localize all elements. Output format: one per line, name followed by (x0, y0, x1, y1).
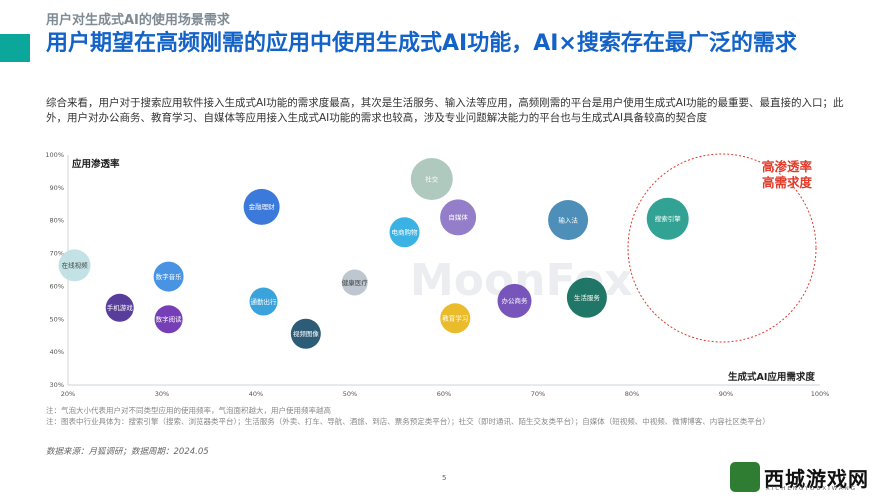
bubble (497, 283, 532, 318)
bubble (440, 303, 471, 334)
bubble (105, 293, 134, 322)
y-axis-title: 应用渗透率 (72, 158, 120, 170)
bubble (566, 277, 607, 318)
bubble (290, 318, 321, 349)
bubble-point: 数字阅读 (154, 305, 183, 334)
bubble-point: 输入法 (548, 200, 589, 241)
annotation-line2: 高需求度 (762, 175, 813, 190)
bubble (410, 157, 453, 200)
data-source: 数据来源：月狐调研；数据周期：2024.05 (46, 447, 209, 457)
y-tick-label: 40% (50, 348, 64, 356)
bubble-label: 电商购物 (392, 228, 419, 237)
bubble-label: 数字阅读 (156, 315, 183, 324)
bubble-label: 数字音乐 (156, 272, 183, 281)
x-tick-label: 20% (61, 390, 75, 398)
bubble-point: 社交 (410, 157, 453, 200)
bubble (58, 249, 91, 282)
bubble (243, 188, 280, 225)
y-axis-ticks: 30% 40% 50% 60% 70% 80% 90% 100% (45, 151, 64, 389)
bubble-label: 视频图像 (293, 329, 320, 338)
bubble-point: 搜索引擎 (646, 197, 689, 240)
bubble-label: 办公商务 (502, 296, 529, 305)
x-tick-label: 90% (719, 390, 733, 398)
bubble-point: 金融理财 (243, 188, 280, 225)
bubble-chart: MoonFox 高渗透率 高需求度 应用渗透率 生成式AI应用需求度 30%40… (45, 151, 830, 398)
y-tick-label: 80% (50, 217, 64, 225)
bubble (646, 197, 689, 240)
chart-notes: 注：气泡大小代表用户对不同类型应用的使用频率，气泡面积越大，用户使用频率越高 注… (46, 405, 846, 427)
bubble-label: 输入法 (558, 215, 578, 224)
bubble-point: 在线视频 (58, 249, 91, 282)
bubble (249, 287, 278, 316)
site-watermark-text: 西城游戏网 (764, 467, 869, 491)
bubble-label: 自媒体 (448, 213, 468, 222)
bubble-point: 电商购物 (389, 217, 420, 248)
page-number: 5 (442, 474, 447, 482)
x-tick-label: 50% (343, 390, 357, 398)
y-tick-label: 30% (50, 381, 64, 389)
bubble-label: 搜索引擎 (655, 214, 682, 223)
bubble-point: 教育学习 (440, 303, 471, 334)
bubble-label: 生活服务 (574, 293, 601, 302)
bubble-point: 手机游戏 (105, 293, 134, 322)
bubble-point: 健康医疗 (341, 269, 369, 296)
y-tick-label: 50% (50, 315, 64, 323)
accent-bar (0, 34, 30, 62)
bubble-point: 数字音乐 (153, 261, 184, 292)
y-tick-label: 100% (45, 151, 64, 159)
bubble-label: 在线视频 (62, 261, 89, 270)
y-tick-label: 90% (50, 184, 64, 192)
bubble (341, 269, 368, 296)
bubble (154, 305, 183, 334)
high-demand-region (627, 153, 817, 343)
x-tick-label: 70% (531, 390, 545, 398)
bubble-label: 通勤出行 (251, 297, 278, 306)
x-axis-title: 生成式AI应用需求度 (728, 371, 815, 383)
y-tick-label: 70% (50, 250, 64, 258)
x-tick-label: 100% (811, 390, 830, 398)
note-line-1: 注：气泡大小代表用户对不同类型应用的使用频率，气泡面积越大，用户使用频率越高 (46, 406, 331, 415)
bubble-point: 生活服务 (566, 277, 607, 318)
bubble-label: 手机游戏 (107, 303, 134, 312)
bubble-point: 自媒体 (440, 199, 477, 236)
bubble-label: 健康医疗 (342, 278, 369, 287)
bubble-point: 办公商务 (497, 283, 532, 318)
site-watermark: 西城游戏网 XICHENGYOUXIWANG (730, 462, 880, 494)
y-tick-label: 60% (50, 282, 64, 290)
summary-text: 综合来看，用户对于搜索应用软件接入生成式AI功能的需求度最高，其次是生活服务、输… (46, 97, 844, 124)
bubble-label: 社交 (425, 174, 439, 183)
section-label: 用户对生成式AI的使用场景需求 (46, 13, 230, 28)
x-tick-label: 80% (625, 390, 639, 398)
page-title: 用户期望在高频刚需的应用中使用生成式AI功能，AI×搜索存在最广泛的需求 (46, 31, 797, 56)
annotation-line1: 高渗透率 (762, 159, 813, 174)
x-axis-ticks: 20% 30% 40% 50% 60% 70% 80% 90% 100% (61, 390, 830, 398)
bubble-label: 金融理财 (249, 202, 276, 211)
bubble (440, 199, 477, 236)
bubble (389, 217, 420, 248)
bubble-point: 视频图像 (290, 318, 321, 349)
site-logo-icon (730, 462, 760, 492)
note-line-2: 注：图表中行业具体为：搜索引擎（搜索、浏览器类平台）；生活服务（外卖、打车、导航… (46, 417, 770, 426)
x-tick-label: 30% (155, 390, 169, 398)
bubble-point: 通勤出行 (249, 287, 278, 316)
x-tick-label: 40% (249, 390, 263, 398)
x-tick-label: 60% (437, 390, 451, 398)
bubble-label: 教育学习 (442, 314, 468, 323)
site-watermark-sub: XICHENGYOUXIWANG (766, 486, 858, 492)
bubble (548, 200, 589, 241)
bubble (153, 261, 184, 292)
